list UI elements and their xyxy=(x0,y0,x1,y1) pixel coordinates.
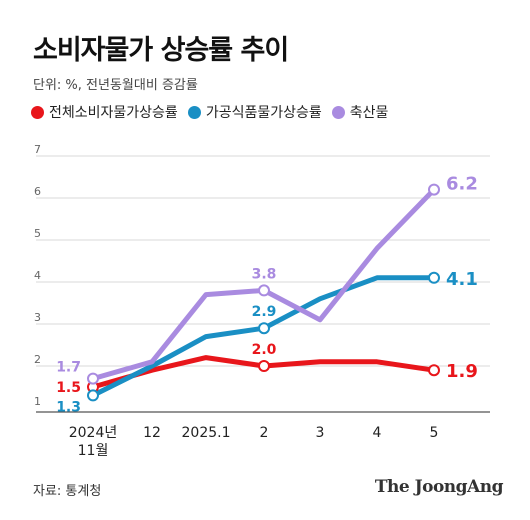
x-tick-label: 2024년 11월 xyxy=(69,425,118,459)
data-point-marker xyxy=(428,364,440,377)
x-tick-label: 12 xyxy=(143,425,161,441)
legend-item: 전체소비자물가상승률 xyxy=(31,102,178,122)
legend-label: 축산물 xyxy=(349,105,389,121)
data-label: 1.9 xyxy=(446,361,478,382)
source-note: 자료: 통계청 xyxy=(33,484,102,499)
chart-subtitle: 단위: %, 전년동월대비 증감률 xyxy=(33,78,198,93)
legend-item: 축산물 xyxy=(331,102,389,122)
data-label: 1.5 xyxy=(56,380,81,396)
x-tick-label: 3 xyxy=(316,425,325,441)
legend-marker xyxy=(31,105,44,119)
data-label: 2.9 xyxy=(252,304,277,320)
data-point-marker xyxy=(258,360,270,372)
data-label: 1.7 xyxy=(56,360,81,376)
x-tick-label: 4 xyxy=(373,425,382,441)
legend-marker xyxy=(187,105,201,119)
data-point-marker xyxy=(258,322,270,335)
y-tick-label: 1 xyxy=(34,395,41,408)
data-point-marker xyxy=(428,271,440,284)
y-tick-label: 5 xyxy=(34,227,41,240)
y-tick-label: 6 xyxy=(34,185,41,198)
brand-logo: The JoongAng xyxy=(374,477,504,497)
y-tick-label: 4 xyxy=(34,269,41,282)
data-point-marker xyxy=(87,372,99,385)
y-tick-label: 3 xyxy=(34,311,41,324)
legend-marker xyxy=(331,105,345,119)
data-point-marker xyxy=(87,389,99,402)
legend-label: 가공식품물가상승률 xyxy=(205,105,322,121)
legend: 전체소비자물가상승률 가공식품물가상승률 축산물 xyxy=(31,102,398,122)
chart-title: 소비자물가 상승률 추이 xyxy=(33,35,289,66)
x-tick-label: 2 xyxy=(260,425,269,441)
y-tick-label: 2 xyxy=(34,353,41,366)
data-point-marker xyxy=(258,284,270,297)
data-label: 1.3 xyxy=(56,399,81,415)
data-point-marker xyxy=(428,183,440,196)
data-label: 3.8 xyxy=(252,266,277,282)
y-tick-label: 7 xyxy=(34,143,41,156)
x-tick-label: 5 xyxy=(430,425,439,441)
legend-item: 가공식품물가상승률 xyxy=(187,102,322,122)
data-label: 4.1 xyxy=(446,269,478,290)
legend-label: 전체소비자물가상승률 xyxy=(49,105,178,121)
data-label: 2.0 xyxy=(252,342,277,358)
data-label: 6.2 xyxy=(446,174,478,195)
x-tick-label: 2025.1 xyxy=(182,425,231,441)
